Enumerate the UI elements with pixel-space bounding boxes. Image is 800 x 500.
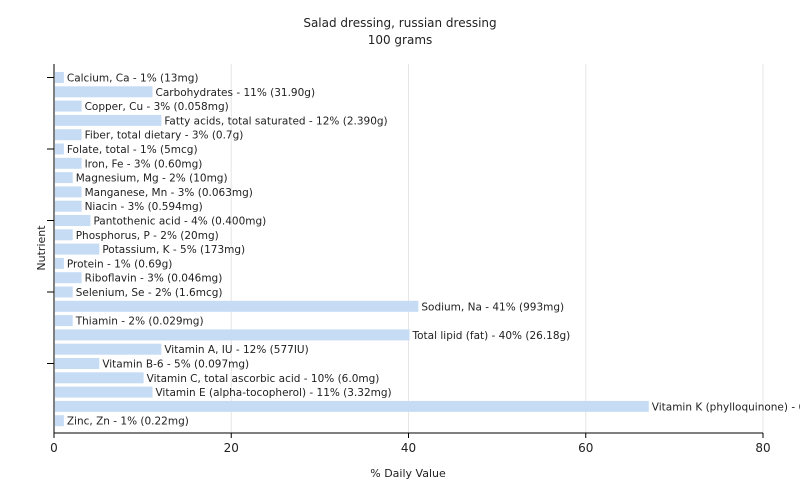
bar [55, 215, 91, 226]
bar-label: Zinc, Zn - 1% (0.22mg) [67, 416, 189, 428]
bar [55, 243, 100, 255]
bar [55, 200, 82, 212]
bar [55, 400, 649, 412]
bar [55, 72, 64, 83]
bar [55, 286, 73, 298]
bar [55, 372, 144, 384]
bar-label: Magnesium, Mg - 2% (10mg) [76, 173, 228, 185]
bar [55, 100, 82, 112]
x-tick-label: 60 [578, 441, 593, 455]
bar [55, 114, 162, 126]
bar-label: Thiamin - 2% (0.029mg) [75, 316, 204, 328]
bar-label: Potassium, K - 5% (173mg) [102, 244, 245, 256]
bar [55, 86, 153, 98]
x-tick-label: 20 [224, 441, 239, 455]
bar-label: Manganese, Mn - 3% (0.063mg) [85, 187, 253, 199]
bar [55, 143, 64, 155]
axes-group: 0 20 40 60 80 [47, 64, 771, 455]
bar-label: Sodium, Na - 41% (993mg) [421, 301, 564, 313]
chart-title: Salad dressing, russian dressing [303, 16, 496, 30]
bar [55, 386, 153, 398]
bar [55, 229, 73, 241]
bar [55, 172, 73, 184]
bar-label: Phosphorus, P - 2% (20mg) [76, 230, 219, 242]
bar [55, 329, 410, 341]
bar-label: Riboflavin - 3% (0.046mg) [85, 273, 223, 285]
bar [55, 300, 419, 312]
bar-label: Fatty acids, total saturated - 12% (2.39… [164, 115, 387, 127]
bar [55, 157, 82, 169]
bar-label: Vitamin C, total ascorbic acid - 10% (6.… [147, 373, 380, 385]
bar [55, 343, 162, 355]
bar-label: Iron, Fe - 3% (0.60mg) [85, 158, 203, 170]
bar [55, 415, 64, 427]
bar-label: Vitamin E (alpha-tocopherol) - 11% (3.32… [155, 387, 391, 399]
bar-label: Calcium, Ca - 1% (13mg) [67, 73, 199, 85]
bar [55, 257, 64, 269]
bar-label: Vitamin B-6 - 5% (0.097mg) [102, 359, 249, 371]
bar-label: Niacin - 3% (0.594mg) [85, 201, 203, 213]
bar-label: Copper, Cu - 3% (0.058mg) [85, 101, 229, 113]
bar-label: Fiber, total dietary - 3% (0.7g) [85, 130, 244, 142]
bar [55, 315, 73, 327]
bar-label: Protein - 1% (0.69g) [67, 258, 173, 270]
x-axis-title: % Daily Value [370, 467, 446, 480]
bar-label: Pantothenic acid - 4% (0.400mg) [93, 216, 266, 228]
bar-label: Selenium, Se - 2% (1.6mcg) [76, 287, 223, 299]
bar [55, 272, 82, 284]
x-tick-label: 0 [50, 441, 58, 455]
bar [55, 186, 82, 198]
bar-label: Carbohydrates - 11% (31.90g) [155, 87, 315, 99]
x-tick-label: 80 [755, 441, 770, 455]
bar-label: Vitamin K (phylloquinone) - 67% (53.7mcg… [652, 401, 800, 413]
bar-label: Folate, total - 1% (5mcg) [67, 144, 198, 156]
bar-label: Total lipid (fat) - 40% (26.18g) [412, 330, 571, 342]
y-axis-title: Nutrient [35, 225, 48, 271]
bar [55, 129, 82, 141]
grid-lines [54, 64, 764, 433]
chart-subtitle: 100 grams [368, 33, 433, 47]
bar-label: Vitamin A, IU - 12% (577IU) [164, 344, 308, 356]
bars-group: Calcium, Ca - 1% (13mg) Carbohydrates - 1… [55, 72, 800, 428]
x-tick-label: 40 [401, 441, 416, 455]
bar [55, 358, 100, 369]
